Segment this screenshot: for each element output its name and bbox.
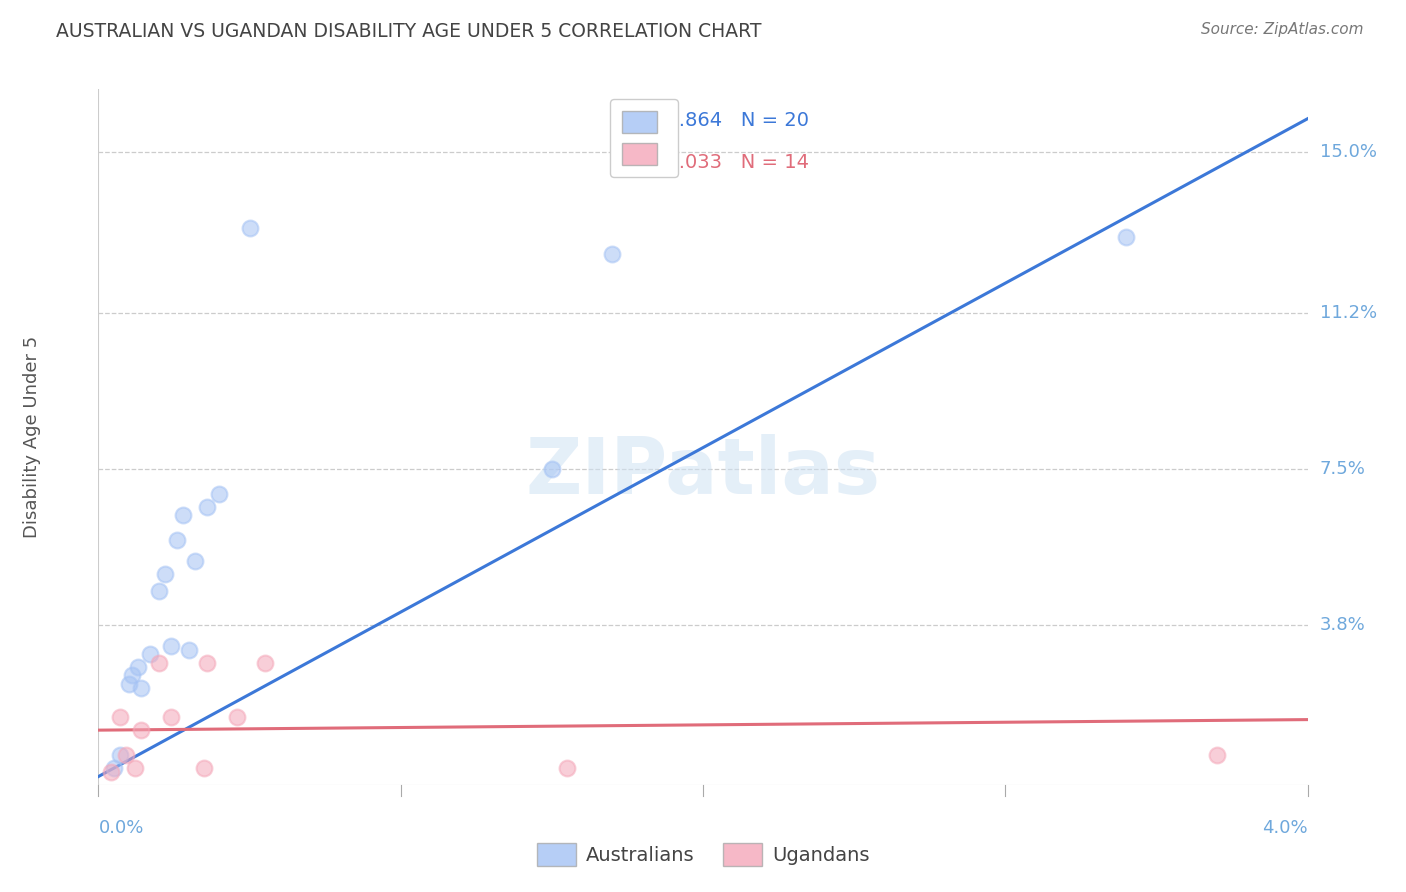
- Point: [172, 508, 194, 522]
- Legend: , : ,: [610, 99, 678, 177]
- Point: [540, 461, 562, 475]
- Text: 7.5%: 7.5%: [1320, 459, 1365, 478]
- Point: [114, 748, 136, 763]
- Text: 0.0%: 0.0%: [98, 819, 143, 837]
- Point: [108, 710, 131, 724]
- Point: [600, 246, 623, 260]
- Point: [100, 765, 122, 780]
- Text: AUSTRALIAN VS UGANDAN DISABILITY AGE UNDER 5 CORRELATION CHART: AUSTRALIAN VS UGANDAN DISABILITY AGE UND…: [56, 22, 762, 41]
- Point: [108, 748, 131, 763]
- Point: [195, 500, 218, 514]
- Text: Disability Age Under 5: Disability Age Under 5: [22, 336, 41, 538]
- Point: [160, 639, 183, 653]
- Point: [103, 761, 125, 775]
- Point: [193, 761, 215, 775]
- Point: [139, 647, 162, 661]
- Point: [166, 533, 188, 548]
- Text: Source: ZipAtlas.com: Source: ZipAtlas.com: [1201, 22, 1364, 37]
- Point: [195, 656, 218, 670]
- Point: [184, 554, 207, 568]
- Point: [129, 681, 152, 695]
- Point: [153, 567, 176, 582]
- Point: [121, 668, 143, 682]
- Point: [226, 710, 249, 724]
- Point: [1206, 748, 1229, 763]
- Point: [177, 643, 201, 657]
- Text: ZIPatlas: ZIPatlas: [526, 434, 880, 510]
- Text: 15.0%: 15.0%: [1320, 144, 1376, 161]
- Text: R = 0.033   N = 14: R = 0.033 N = 14: [624, 153, 810, 172]
- Legend: Australians, Ugandans: Australians, Ugandans: [529, 835, 877, 873]
- Point: [148, 584, 170, 599]
- Point: [1115, 229, 1137, 244]
- Point: [129, 723, 152, 738]
- Point: [239, 221, 262, 235]
- Point: [253, 656, 276, 670]
- Text: R = 0.864   N = 20: R = 0.864 N = 20: [624, 111, 810, 130]
- Point: [124, 761, 146, 775]
- Point: [118, 677, 141, 691]
- Text: 11.2%: 11.2%: [1320, 303, 1376, 322]
- Point: [555, 761, 578, 775]
- Point: [208, 487, 231, 501]
- Point: [148, 656, 170, 670]
- Point: [160, 710, 183, 724]
- Point: [127, 660, 149, 674]
- Text: 3.8%: 3.8%: [1320, 615, 1365, 633]
- Text: 4.0%: 4.0%: [1263, 819, 1308, 837]
